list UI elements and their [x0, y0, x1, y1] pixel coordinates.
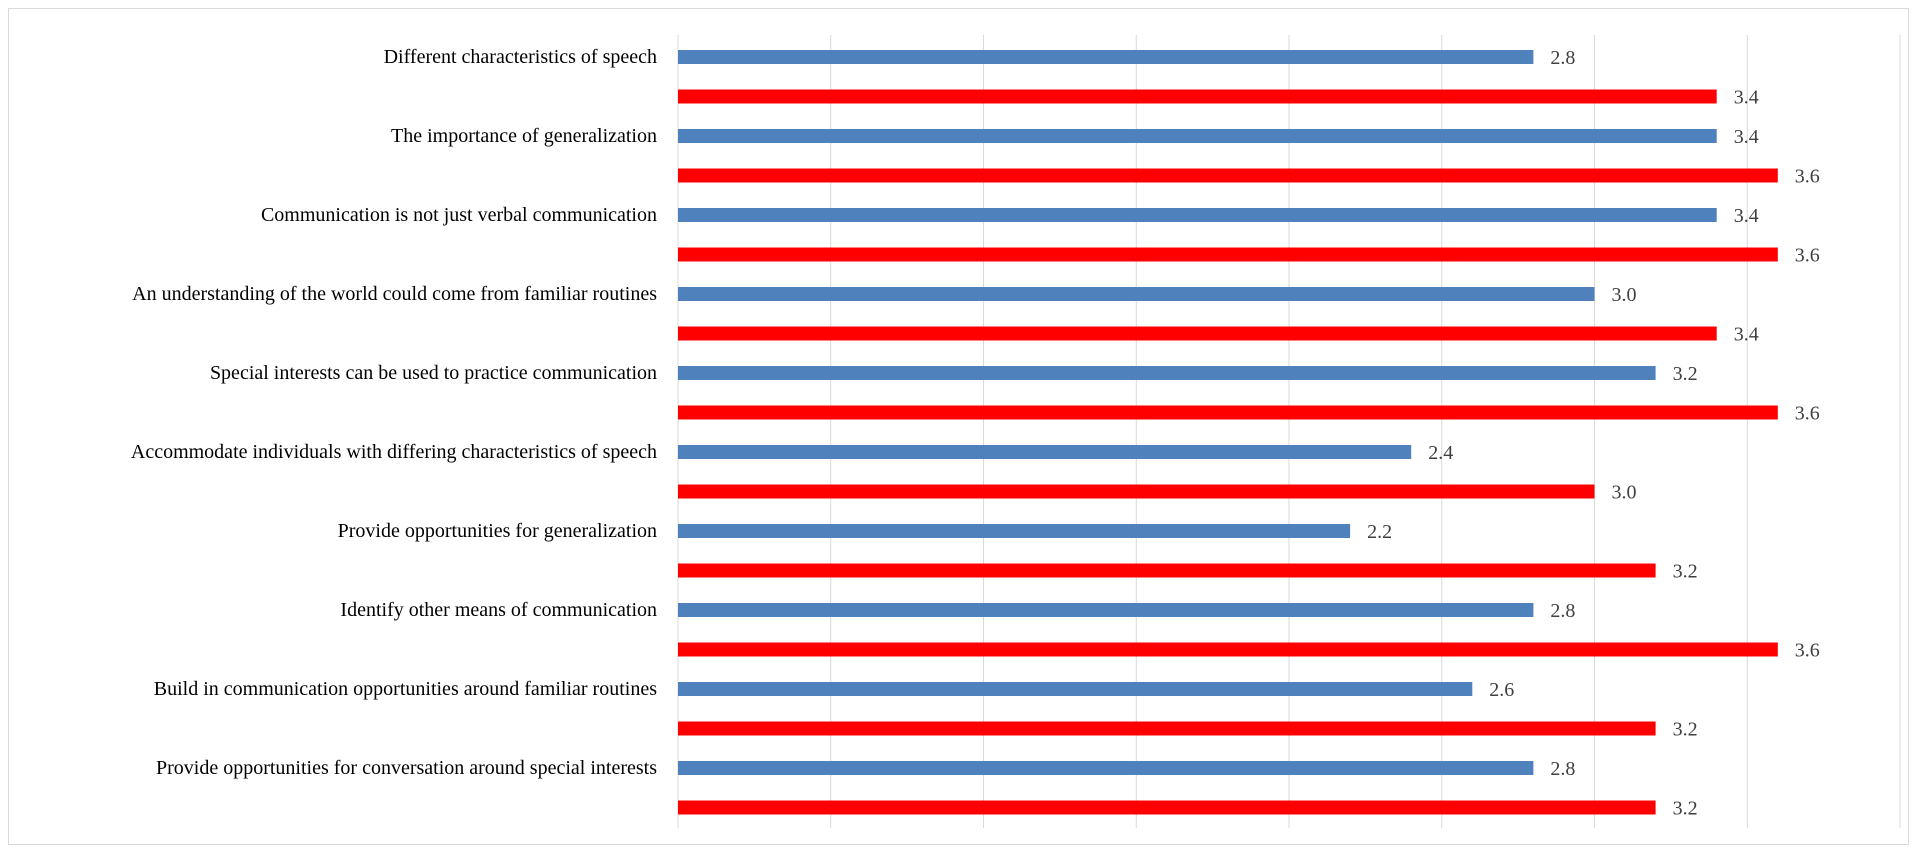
bar-s2-c1 [678, 89, 1717, 104]
value-label-s2-c5: 3.6 [1795, 403, 1820, 425]
bar-s2-c3 [678, 247, 1778, 262]
bar-s2-c10 [678, 800, 1656, 815]
value-label-s2-c6: 3.0 [1612, 482, 1637, 504]
bar-s1-c10 [678, 761, 1534, 775]
value-label-s1-c9: 2.6 [1489, 679, 1514, 701]
bar-s1-c5 [678, 366, 1656, 380]
bar-s2-c7 [678, 563, 1656, 578]
value-label-s2-c4: 3.4 [1734, 324, 1759, 346]
category-label-8: Identify other means of communication [340, 599, 657, 621]
category-label-4: An understanding of the world could come… [132, 283, 657, 305]
category-label-1: Different characteristics of speech [384, 46, 657, 68]
category-label-9: Build in communication opportunities aro… [154, 678, 657, 700]
bar-s1-c8 [678, 603, 1534, 617]
chart-frame [8, 8, 1909, 845]
value-label-s1-c6: 2.4 [1428, 442, 1453, 464]
category-labels: Different characteristics of speech The i… [131, 46, 657, 779]
bar-s1-c6 [678, 445, 1412, 459]
bar-s2-c6 [678, 484, 1595, 499]
value-label-s1-c2: 3.4 [1734, 126, 1759, 148]
category-label-2: The importance of generalization [391, 125, 657, 147]
category-label-3: Communication is not just verbal communi… [261, 204, 657, 226]
category-label-6: Accommodate individuals with differing c… [131, 441, 657, 463]
bar-s2-c9 [678, 721, 1656, 736]
bar-s1-c1 [678, 50, 1534, 64]
bar-s2-c8 [678, 642, 1778, 657]
value-label-s1-c8: 2.8 [1550, 600, 1575, 622]
bar-s1-c3 [678, 208, 1717, 222]
category-label-7: Provide opportunities for generalization [338, 520, 657, 542]
value-label-s1-c5: 3.2 [1673, 363, 1698, 385]
value-label-s1-c7: 2.2 [1367, 521, 1392, 543]
value-label-s2-c1: 3.4 [1734, 87, 1759, 109]
value-label-s2-c3: 3.6 [1795, 245, 1820, 267]
value-label-s2-c9: 3.2 [1673, 719, 1698, 741]
value-label-s1-c10: 2.8 [1550, 758, 1575, 780]
gridlines [677, 35, 1901, 828]
bar-s1-c7 [678, 524, 1351, 538]
value-label-s1-c1: 2.8 [1550, 47, 1575, 69]
value-label-s1-c4: 3.0 [1612, 284, 1637, 306]
value-label-s2-c8: 3.6 [1795, 640, 1820, 662]
value-labels: 2.8 3.4 3.4 3.6 3.4 3.6 3.0 3.4 3.2 3.6 2.4 3.0 2.2 3… [1367, 47, 1820, 820]
bar-s1-c9 [678, 682, 1473, 696]
bar-s1-c2 [678, 129, 1717, 143]
category-label-10: Provide opportunities for conversation a… [156, 757, 657, 779]
value-label-s1-c3: 3.4 [1734, 205, 1759, 227]
bars [678, 50, 1778, 815]
bar-s2-c2 [678, 168, 1778, 183]
value-label-s2-c7: 3.2 [1673, 561, 1698, 583]
value-label-s2-c10: 3.2 [1673, 798, 1698, 820]
bar-s2-c5 [678, 405, 1778, 420]
category-label-5: Special interests can be used to practic… [210, 362, 657, 384]
bar-s1-c4 [678, 287, 1595, 301]
value-label-s2-c2: 3.6 [1795, 166, 1820, 188]
bar-s2-c4 [678, 326, 1717, 341]
